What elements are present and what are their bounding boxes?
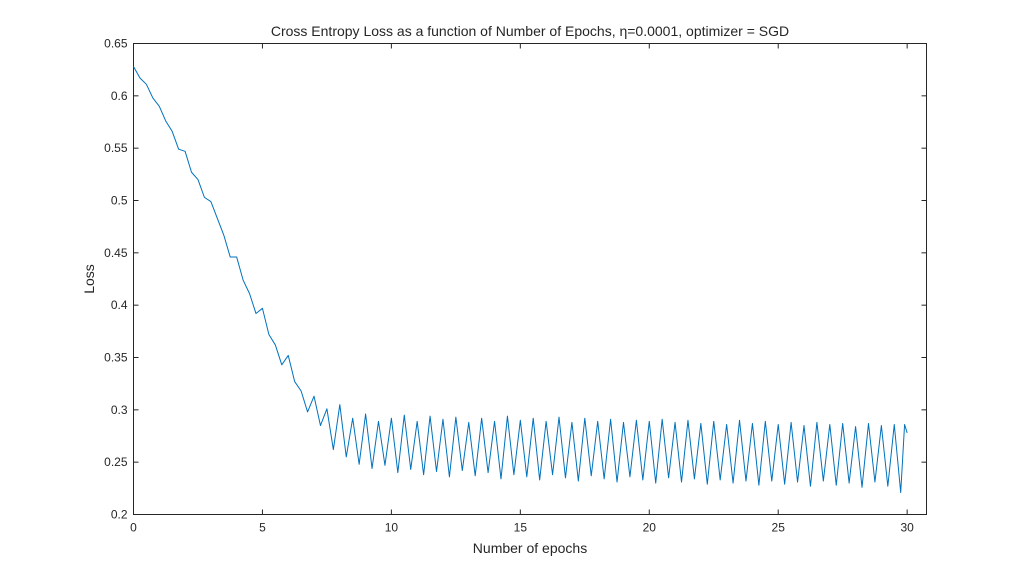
y-axis: 0.2 0.25 0.3 0.35 0.4 0.45 0.5 0.55 0.6 0.65 <box>104 37 927 522</box>
x-tick-label: 5 <box>259 521 266 535</box>
y-tick-label: 0.4 <box>111 298 128 312</box>
x-tick-label: 0 <box>130 521 137 535</box>
y-tick-label: 0.25 <box>104 455 128 469</box>
chart-title: Cross Entropy Loss as a function of Numb… <box>271 23 789 39</box>
y-tick-label: 0.2 <box>111 508 128 522</box>
x-axis: 0 5 10 15 20 25 30 <box>130 43 914 535</box>
x-tick-label: 15 <box>514 521 528 535</box>
y-tick-label: 0.35 <box>104 351 128 365</box>
loss-series-line <box>133 66 908 494</box>
plot-area <box>133 43 927 515</box>
x-tick-label: 10 <box>385 521 399 535</box>
y-tick-label: 0.45 <box>104 246 128 260</box>
y-tick-label: 0.3 <box>111 403 128 417</box>
x-axis-label: Number of epochs <box>473 540 587 556</box>
y-tick-label: 0.5 <box>111 194 128 208</box>
x-tick-label: 25 <box>772 521 786 535</box>
y-axis-label: Loss <box>81 264 97 294</box>
x-tick-label: 30 <box>900 521 914 535</box>
series-layer <box>133 66 908 494</box>
x-tick-label: 20 <box>643 521 657 535</box>
y-tick-label: 0.6 <box>111 89 128 103</box>
y-tick-label: 0.65 <box>104 37 128 51</box>
y-tick-label: 0.55 <box>104 141 128 155</box>
